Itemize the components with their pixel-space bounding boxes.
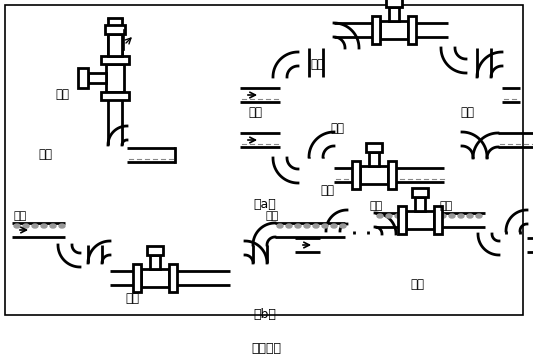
- Ellipse shape: [386, 214, 392, 218]
- Bar: [388, 161, 396, 189]
- Ellipse shape: [422, 214, 428, 218]
- Text: 液体: 液体: [248, 105, 262, 118]
- Text: 液体: 液体: [460, 105, 474, 118]
- Ellipse shape: [413, 214, 419, 218]
- Text: 气泡: 气泡: [440, 201, 453, 211]
- Text: 正确: 正确: [55, 88, 69, 101]
- Ellipse shape: [41, 224, 47, 228]
- Bar: [141, 269, 169, 287]
- Text: 液体: 液体: [320, 183, 334, 196]
- Ellipse shape: [304, 224, 310, 228]
- Bar: [386, 0, 402, 7]
- Bar: [372, 16, 380, 44]
- Bar: [150, 255, 160, 269]
- Text: 正确: 正确: [310, 58, 324, 71]
- Text: 气泡: 气泡: [14, 211, 27, 221]
- Bar: [380, 21, 408, 39]
- Ellipse shape: [14, 224, 20, 228]
- Bar: [133, 264, 141, 292]
- Bar: [408, 16, 416, 44]
- Ellipse shape: [449, 214, 455, 218]
- Ellipse shape: [59, 224, 65, 228]
- Bar: [105, 25, 125, 34]
- Bar: [101, 92, 129, 100]
- Ellipse shape: [313, 224, 319, 228]
- Text: （a）: （a）: [254, 199, 277, 212]
- Ellipse shape: [50, 224, 56, 228]
- Bar: [78, 68, 88, 88]
- Bar: [369, 152, 379, 166]
- Bar: [352, 161, 360, 189]
- Ellipse shape: [23, 224, 29, 228]
- Bar: [415, 197, 425, 211]
- Text: 液体: 液体: [38, 148, 52, 161]
- Ellipse shape: [32, 224, 38, 228]
- Text: 图（四）: 图（四）: [251, 342, 281, 355]
- Ellipse shape: [458, 214, 464, 218]
- Text: 气泡: 气泡: [265, 211, 278, 221]
- Bar: [406, 211, 434, 229]
- Ellipse shape: [277, 224, 283, 228]
- Bar: [108, 34, 122, 56]
- Text: 错误: 错误: [410, 278, 424, 291]
- Ellipse shape: [404, 214, 410, 218]
- Ellipse shape: [440, 214, 446, 218]
- Bar: [106, 64, 124, 92]
- Bar: [169, 264, 177, 292]
- Ellipse shape: [331, 224, 337, 228]
- Ellipse shape: [476, 214, 482, 218]
- Bar: [366, 143, 382, 152]
- Ellipse shape: [395, 214, 401, 218]
- Bar: [147, 246, 163, 255]
- Bar: [5, 5, 523, 315]
- Bar: [412, 188, 428, 197]
- Ellipse shape: [377, 214, 383, 218]
- Bar: [398, 206, 406, 234]
- Bar: [101, 56, 129, 64]
- Bar: [389, 7, 399, 21]
- Bar: [360, 166, 388, 184]
- Text: 气泡: 气泡: [370, 201, 383, 211]
- Ellipse shape: [431, 214, 437, 218]
- Ellipse shape: [295, 224, 301, 228]
- Ellipse shape: [340, 224, 346, 228]
- Bar: [88, 73, 106, 83]
- Text: 错误: 错误: [330, 122, 344, 135]
- Bar: [434, 206, 442, 234]
- Ellipse shape: [322, 224, 328, 228]
- Ellipse shape: [467, 214, 473, 218]
- Ellipse shape: [286, 224, 292, 228]
- Text: （b）: （b）: [254, 309, 277, 322]
- Text: 正确: 正确: [125, 291, 139, 304]
